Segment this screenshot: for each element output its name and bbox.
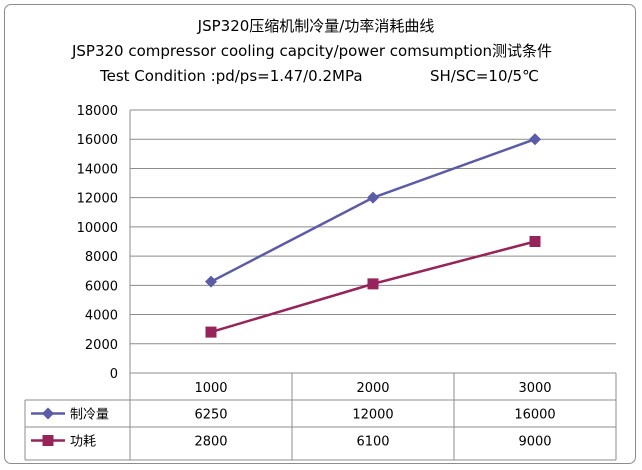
y-tick-label: 0 — [110, 367, 118, 382]
y-tick-label: 6000 — [85, 279, 118, 294]
data-point-1 — [529, 133, 541, 146]
y-tick-label: 4000 — [85, 309, 118, 324]
chart-frame — [4, 4, 636, 464]
y-tick-label: 8000 — [85, 250, 118, 265]
table-value-cell: 16000 — [514, 408, 555, 423]
subcool-condition-label: SH/SC=10/5℃ — [430, 67, 539, 85]
table-value-cell: 2800 — [194, 435, 227, 450]
chart-title-line-2: JSP320 compressor cooling capcity/power … — [71, 42, 552, 60]
table-value-cell: 6100 — [356, 435, 389, 450]
y-tick-label: 16000 — [77, 133, 118, 148]
series-line-1 — [210, 138, 536, 283]
table-value-cell: 6250 — [194, 408, 227, 423]
y-tick-label: 12000 — [77, 192, 118, 207]
y-tick-label: 10000 — [77, 221, 118, 236]
y-tick-label: 14000 — [77, 162, 118, 177]
x-category-label: 3000 — [518, 381, 551, 396]
y-tick-label: 2000 — [85, 338, 118, 353]
x-category-label: 2000 — [356, 381, 389, 396]
data-point-1 — [367, 191, 379, 204]
legend-key-marker — [42, 407, 54, 420]
series-group — [205, 133, 541, 338]
x-category-label: 1000 — [194, 381, 227, 396]
chart-title-line-1: JSP320压缩机制冷量/功率消耗曲线 — [197, 17, 435, 35]
table-value-cell: 9000 — [518, 435, 551, 450]
data-point-2 — [529, 236, 541, 247]
data-table: 1000 2000 3000 制冷量 6250 12000 16000 功耗 2800 6100 9… — [24, 372, 617, 461]
data-point-2 — [205, 326, 217, 338]
y-tick-label: 18000 — [77, 104, 118, 119]
series-name-label: 制冷量 — [70, 408, 109, 423]
gridlines — [129, 109, 616, 374]
data-point-2 — [367, 278, 379, 290]
table-value-cell: 12000 — [352, 408, 393, 423]
legend-key-marker — [42, 435, 54, 446]
series-name-label: 功耗 — [70, 435, 96, 450]
test-condition-label: Test Condition :pd/ps=1.47/0.2MPa — [99, 67, 363, 85]
y-axis-ticks: 0 2000 4000 6000 8000 10000 12000 14000 16000 180… — [77, 104, 118, 382]
data-point-1 — [205, 275, 217, 288]
